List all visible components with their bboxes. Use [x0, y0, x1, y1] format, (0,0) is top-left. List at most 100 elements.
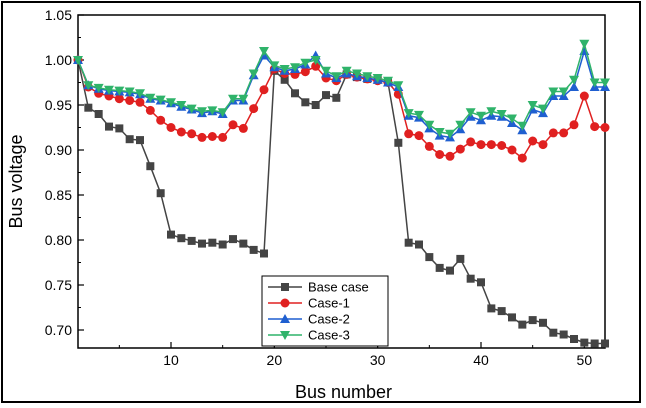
series-case-2: [73, 46, 610, 142]
y-axis-title: Bus voltage: [6, 134, 26, 228]
data-point: [487, 304, 496, 313]
data-point: [558, 87, 569, 97]
data-point: [559, 330, 568, 339]
data-point: [207, 106, 218, 116]
data-point: [105, 122, 113, 131]
data-point: [166, 123, 176, 132]
data-point: [197, 107, 207, 117]
data-point: [322, 91, 330, 100]
x-tick-label: 30: [370, 352, 386, 368]
data-point: [548, 128, 558, 138]
data-point: [187, 129, 197, 139]
data-point: [187, 236, 196, 245]
x-tick-label: 40: [473, 352, 489, 368]
data-point: [198, 239, 206, 248]
data-point: [83, 81, 94, 91]
data-point: [569, 82, 579, 91]
x-tick-label: 50: [577, 352, 593, 368]
data-point: [84, 103, 93, 112]
data-point: [177, 234, 186, 243]
data-point: [249, 245, 258, 254]
data-point: [300, 58, 311, 68]
series-line: [77, 40, 605, 135]
data-point: [404, 238, 413, 247]
y-tick-label: 0.90: [45, 142, 72, 158]
plot-border: [77, 14, 606, 349]
x-axis-title: Bus number: [295, 382, 392, 402]
legend-label: Case-3: [308, 328, 350, 343]
data-point: [383, 76, 393, 86]
data-point: [559, 128, 569, 138]
data-point: [135, 97, 145, 107]
data-point: [517, 121, 528, 131]
data-point: [290, 63, 300, 73]
data-point: [486, 107, 497, 117]
data-point: [146, 162, 155, 171]
series-case-1: [73, 55, 610, 163]
data-point: [394, 138, 403, 147]
data-point: [115, 124, 124, 133]
y-tick-label: 0.85: [45, 187, 72, 203]
legend-marker: [280, 298, 290, 308]
data-point: [248, 69, 259, 79]
data-point: [167, 230, 175, 239]
series-line: [77, 59, 606, 160]
data-point: [414, 131, 424, 141]
data-point: [279, 65, 290, 74]
data-point: [176, 101, 187, 110]
data-point: [497, 307, 506, 316]
data-point: [104, 85, 114, 95]
data-point: [517, 153, 527, 163]
x-tick-label: 10: [163, 352, 179, 368]
legend-marker: [281, 283, 289, 291]
data-point: [300, 67, 310, 77]
data-point: [310, 56, 321, 65]
data-point: [445, 129, 455, 139]
data-point: [362, 72, 373, 82]
data-point: [239, 239, 248, 248]
data-point: [291, 89, 299, 98]
data-point: [218, 240, 227, 249]
data-point: [569, 75, 579, 85]
data-point: [539, 318, 547, 327]
data-point: [445, 151, 455, 161]
data-point: [393, 81, 404, 91]
data-point: [455, 120, 466, 130]
y-tick-label: 0.70: [45, 322, 72, 338]
data-point: [145, 93, 156, 103]
data-point: [496, 110, 507, 119]
data-point: [372, 74, 383, 83]
y-tick-label: 0.75: [45, 277, 72, 293]
data-point: [311, 101, 320, 109]
y-axis: 0.70 0.75 0.80 0.85 0.90 0.95 1.00 1.05: [45, 7, 84, 338]
data-point: [238, 123, 248, 133]
data-point: [424, 141, 434, 151]
data-point: [156, 115, 166, 125]
data-point: [125, 96, 135, 105]
data-point: [207, 132, 217, 141]
legend-marker: [280, 331, 290, 340]
data-point: [114, 86, 125, 96]
data-point: [570, 335, 578, 343]
y-tick-label: 0.80: [45, 232, 72, 248]
data-point: [94, 110, 103, 118]
data-point: [124, 87, 135, 97]
data-point: [456, 254, 465, 263]
data-point: [528, 136, 538, 146]
data-point: [238, 94, 249, 104]
data-point: [229, 235, 237, 244]
data-point: [548, 87, 559, 97]
data-point: [321, 66, 331, 76]
data-point: [331, 72, 342, 82]
data-point: [424, 120, 435, 130]
data-point: [332, 93, 341, 102]
data-point: [497, 141, 507, 150]
data-point: [590, 122, 600, 132]
data-point: [580, 338, 589, 347]
data-point: [176, 127, 186, 137]
data-point: [538, 104, 548, 114]
data-point: [311, 61, 321, 71]
data-point: [249, 104, 259, 114]
